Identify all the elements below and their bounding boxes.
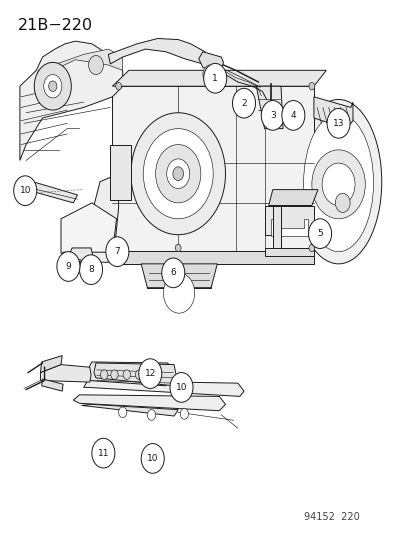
Polygon shape bbox=[88, 362, 172, 386]
Text: 3: 3 bbox=[269, 111, 275, 120]
Circle shape bbox=[166, 159, 189, 189]
Circle shape bbox=[118, 407, 126, 418]
Circle shape bbox=[147, 410, 155, 420]
Polygon shape bbox=[61, 203, 116, 253]
Circle shape bbox=[308, 219, 331, 248]
Polygon shape bbox=[36, 49, 122, 78]
Text: 10: 10 bbox=[176, 383, 187, 392]
Ellipse shape bbox=[303, 114, 373, 252]
Circle shape bbox=[141, 443, 164, 473]
Text: 6: 6 bbox=[170, 268, 176, 277]
Circle shape bbox=[44, 75, 62, 98]
Circle shape bbox=[202, 65, 217, 84]
Polygon shape bbox=[81, 405, 178, 416]
Circle shape bbox=[49, 81, 57, 92]
Circle shape bbox=[311, 150, 364, 219]
Polygon shape bbox=[268, 190, 317, 206]
Polygon shape bbox=[270, 219, 307, 236]
Circle shape bbox=[232, 88, 255, 118]
Circle shape bbox=[88, 55, 103, 75]
Polygon shape bbox=[83, 381, 243, 397]
Polygon shape bbox=[112, 251, 313, 264]
Polygon shape bbox=[264, 206, 313, 235]
Circle shape bbox=[175, 244, 180, 252]
Circle shape bbox=[111, 370, 118, 379]
Text: 94152  220: 94152 220 bbox=[303, 512, 358, 522]
Polygon shape bbox=[18, 180, 31, 194]
Circle shape bbox=[145, 370, 153, 379]
Circle shape bbox=[180, 409, 188, 419]
Polygon shape bbox=[62, 252, 114, 262]
Circle shape bbox=[106, 237, 128, 266]
Circle shape bbox=[170, 373, 192, 402]
Polygon shape bbox=[112, 70, 325, 86]
Circle shape bbox=[20, 179, 32, 195]
Polygon shape bbox=[141, 264, 217, 288]
Circle shape bbox=[67, 257, 75, 268]
Circle shape bbox=[138, 359, 161, 389]
Text: 8: 8 bbox=[88, 265, 94, 274]
Text: 7: 7 bbox=[114, 247, 120, 256]
Circle shape bbox=[267, 103, 273, 112]
Text: 1: 1 bbox=[212, 74, 218, 83]
Text: 5: 5 bbox=[316, 229, 322, 238]
Circle shape bbox=[155, 144, 200, 203]
Text: 4: 4 bbox=[290, 111, 295, 120]
Polygon shape bbox=[73, 395, 225, 411]
Polygon shape bbox=[272, 206, 280, 248]
Polygon shape bbox=[313, 97, 352, 128]
Circle shape bbox=[308, 244, 314, 252]
Circle shape bbox=[123, 370, 130, 379]
Polygon shape bbox=[108, 38, 209, 64]
Text: 13: 13 bbox=[332, 119, 344, 128]
Polygon shape bbox=[112, 86, 313, 251]
Polygon shape bbox=[206, 70, 215, 86]
Circle shape bbox=[14, 176, 37, 206]
Circle shape bbox=[115, 244, 121, 252]
Circle shape bbox=[131, 113, 225, 235]
Text: 10: 10 bbox=[147, 454, 158, 463]
Polygon shape bbox=[256, 86, 282, 128]
Ellipse shape bbox=[295, 100, 381, 264]
Circle shape bbox=[115, 83, 121, 90]
Circle shape bbox=[79, 255, 102, 285]
Text: 12: 12 bbox=[144, 369, 156, 378]
Circle shape bbox=[308, 83, 314, 90]
Circle shape bbox=[321, 163, 354, 206]
Circle shape bbox=[163, 273, 194, 313]
Polygon shape bbox=[147, 264, 211, 288]
Polygon shape bbox=[88, 177, 118, 251]
Circle shape bbox=[143, 128, 213, 219]
Polygon shape bbox=[94, 363, 176, 386]
Polygon shape bbox=[40, 365, 91, 382]
Polygon shape bbox=[198, 52, 223, 70]
Circle shape bbox=[100, 370, 108, 379]
Circle shape bbox=[57, 252, 80, 281]
Circle shape bbox=[326, 109, 349, 138]
Polygon shape bbox=[40, 356, 62, 373]
Text: 9: 9 bbox=[65, 262, 71, 271]
Polygon shape bbox=[264, 248, 313, 256]
Circle shape bbox=[261, 101, 284, 130]
Text: 11: 11 bbox=[97, 449, 109, 458]
Polygon shape bbox=[26, 183, 77, 203]
Text: 21B−220: 21B−220 bbox=[18, 18, 93, 34]
Polygon shape bbox=[20, 41, 122, 160]
Circle shape bbox=[92, 438, 115, 468]
Text: 10: 10 bbox=[19, 186, 31, 195]
Circle shape bbox=[335, 193, 349, 213]
Circle shape bbox=[161, 258, 184, 288]
Circle shape bbox=[203, 63, 226, 93]
Text: 2: 2 bbox=[241, 99, 246, 108]
Polygon shape bbox=[110, 144, 131, 200]
Circle shape bbox=[281, 101, 304, 130]
Polygon shape bbox=[42, 379, 63, 391]
Circle shape bbox=[173, 167, 183, 181]
Circle shape bbox=[34, 62, 71, 110]
Circle shape bbox=[135, 370, 142, 379]
Polygon shape bbox=[69, 248, 93, 261]
